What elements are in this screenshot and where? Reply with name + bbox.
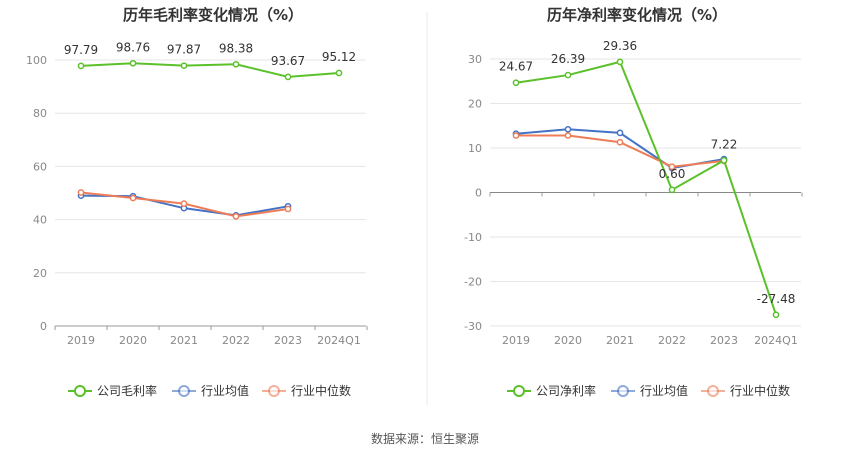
y-tick-label: 10 (468, 142, 482, 155)
y-tick-label: 60 (33, 160, 47, 173)
x-tick-label: 2024Q1 (754, 334, 798, 347)
data-label: 97.87 (167, 43, 201, 57)
y-tick-label: 20 (33, 267, 47, 280)
y-tick-label: 0 (475, 187, 482, 200)
legend-item-1: 公司毛利率 (68, 383, 157, 398)
legend-label: 行业均值 (640, 383, 688, 398)
data-point (564, 132, 572, 139)
x-tick-label: 2022 (222, 334, 250, 347)
x-tick-label: 2023 (710, 334, 738, 347)
legend-marker (74, 385, 86, 397)
x-tick-label: 2022 (658, 334, 686, 347)
data-point (564, 125, 572, 133)
x-tick-label: 2021 (606, 334, 634, 347)
data-point (616, 129, 624, 137)
data-point (77, 62, 85, 70)
x-tick-label: 2020 (554, 334, 582, 347)
series-line-1 (515, 60, 777, 316)
data-point (129, 59, 137, 67)
data-point (284, 205, 292, 213)
data-label: -27.48 (757, 292, 796, 306)
data-point (284, 73, 292, 81)
legend-item-3: 行业中位数 (262, 383, 351, 398)
legend-item-2: 行业均值 (172, 383, 249, 398)
chart-title: 历年净利率变化情况（%） (547, 6, 727, 24)
data-label: 98.38 (219, 41, 253, 55)
data-point (512, 79, 520, 87)
data-point (335, 69, 343, 77)
legend-label: 公司净利率 (536, 383, 596, 398)
y-tick-label: 80 (33, 107, 47, 120)
y-tick-label: -30 (464, 320, 482, 333)
data-point (616, 138, 624, 146)
legend-marker (268, 385, 280, 397)
data-point (512, 132, 520, 139)
data-label: 98.76 (116, 40, 150, 54)
y-tick-label: 30 (468, 53, 482, 66)
x-tick-label: 2023 (274, 334, 302, 347)
x-tick-label: 2019 (502, 334, 530, 347)
legend-label: 行业中位数 (730, 383, 790, 398)
data-point (616, 58, 624, 66)
data-point (232, 60, 240, 68)
data-label: 29.36 (603, 39, 637, 53)
y-tick-label: 0 (40, 320, 47, 333)
y-tick-label: -10 (464, 231, 482, 244)
legend-label: 公司毛利率 (97, 383, 157, 398)
legend-item-3: 行业中位数 (701, 383, 790, 398)
data-point (668, 163, 676, 171)
series-line-1 (80, 62, 340, 78)
legend-label: 行业均值 (201, 383, 249, 398)
data-point (720, 157, 728, 164)
data-point (180, 200, 188, 207)
chart-1: 历年毛利率变化情况（%） 0 20 40 60 80 100 2019 2020 2021 2022… (26, 6, 368, 398)
y-tick-label: -20 (464, 276, 482, 289)
data-label: 93.67 (271, 54, 305, 68)
chart-2: 历年净利率变化情况（%） -30 -20 -10 0 10 20 30 2019 2020 2021… (464, 6, 803, 398)
data-label: 7.22 (711, 137, 738, 151)
y-tick-label: 20 (468, 98, 482, 111)
legend-marker (617, 385, 629, 397)
data-point (180, 62, 188, 70)
data-label: 24.67 (499, 60, 533, 74)
data-point (564, 71, 572, 79)
x-tick-label: 2024Q1 (317, 334, 361, 347)
legend-label: 行业中位数 (291, 383, 351, 398)
x-tick-label: 2020 (119, 334, 147, 347)
data-label: 26.39 (551, 52, 585, 66)
chart-title: 历年毛利率变化情况（%） (123, 6, 303, 24)
legend-item-1: 公司净利率 (507, 383, 596, 398)
data-point (772, 311, 780, 319)
data-point (232, 213, 240, 220)
y-tick-label: 100 (26, 54, 47, 67)
x-tick-label: 2021 (170, 334, 198, 347)
data-point (129, 194, 137, 202)
data-point (668, 186, 676, 194)
data-point (77, 189, 85, 196)
data-label: 97.79 (64, 43, 98, 57)
data-label: 95.12 (322, 50, 356, 64)
data-source-note: 数据来源：恒生聚源 (370, 432, 479, 446)
legend-marker (178, 385, 190, 397)
y-tick-label: 40 (33, 214, 47, 227)
legend-marker (513, 385, 525, 397)
data-label: 0.60 (659, 167, 686, 181)
x-tick-label: 2019 (67, 334, 95, 347)
legend-item-2: 行业均值 (611, 383, 688, 398)
legend-marker (707, 385, 719, 397)
